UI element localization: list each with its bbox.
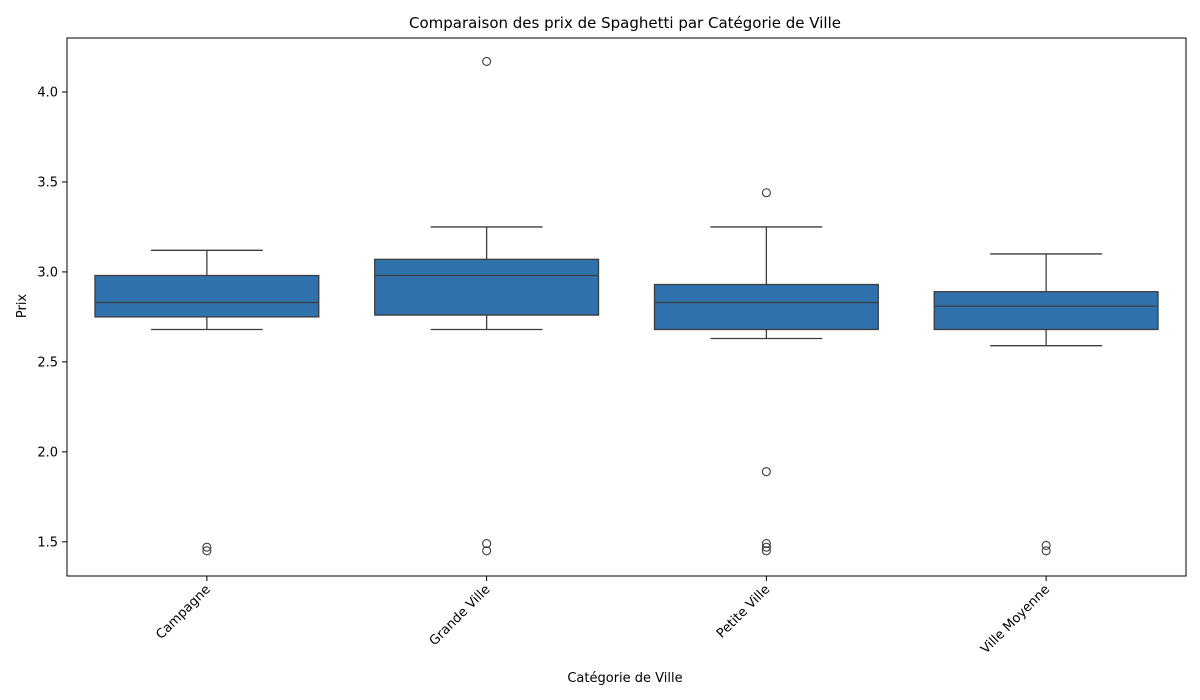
box-ville-moyenne xyxy=(933,291,1159,331)
x-tick-label: Petite Ville xyxy=(714,582,773,641)
outlier-point-ville-moyenne-1 xyxy=(1041,546,1051,556)
x-axis-label: Catégorie de Ville xyxy=(567,671,682,686)
box-grande-ville xyxy=(374,258,600,316)
outlier-point-petite-ville-3 xyxy=(761,542,771,552)
outlier-point-grande-ville-0 xyxy=(482,56,492,66)
outlier-point-petite-ville-4 xyxy=(761,546,771,556)
x-tick-label: Ville Moyenne xyxy=(978,582,1053,657)
plot-frame xyxy=(66,37,1187,577)
y-tick-label: 1.5 xyxy=(37,535,58,550)
plot-area: 1.5 2.0 2.5 3.0 3.5 4.0 Campagne Grande Ville Pe… xyxy=(37,37,1187,657)
outlier-point-ville-moyenne-0 xyxy=(1041,540,1051,550)
x-tick-label: Campagne xyxy=(153,582,213,642)
y-tick-label: 2.0 xyxy=(37,445,58,460)
outlier-point-campagne-1 xyxy=(202,546,212,556)
outlier-point-petite-ville-0 xyxy=(761,188,771,198)
y-tick-label: 4.0 xyxy=(37,85,58,100)
y-axis-label: Prix xyxy=(15,294,30,319)
outlier-point-grande-ville-1 xyxy=(482,539,492,549)
box-campagne xyxy=(94,274,320,318)
x-tick-label: Grande Ville xyxy=(427,582,494,649)
outlier-point-petite-ville-2 xyxy=(761,539,771,549)
y-tick-label: 3.5 xyxy=(37,175,58,190)
box-petite-ville xyxy=(653,283,879,331)
outlier-point-grande-ville-2 xyxy=(482,546,492,556)
chart-title: Comparaison des prix de Spaghetti par Ca… xyxy=(409,14,841,32)
y-tick-label: 2.5 xyxy=(37,355,58,370)
outlier-point-campagne-0 xyxy=(202,542,212,552)
outlier-point-petite-ville-1 xyxy=(761,467,771,477)
y-tick-label: 3.0 xyxy=(37,265,58,280)
